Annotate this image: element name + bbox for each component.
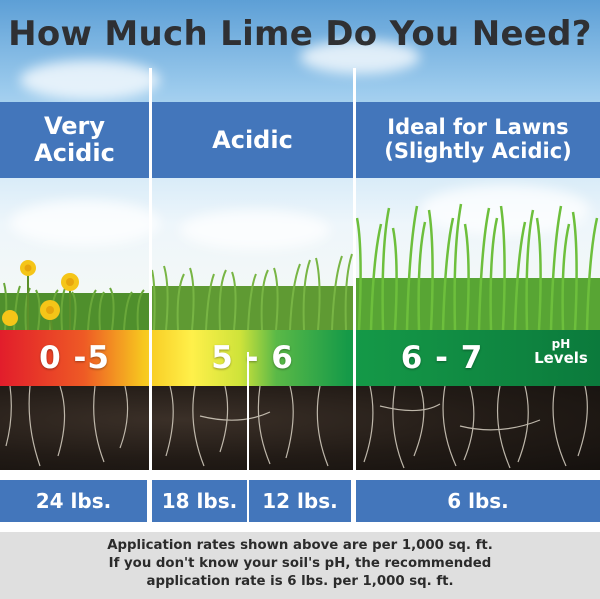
header-very-acidic: Very Acidic xyxy=(0,102,149,178)
rate-18-lbs: 18 lbs. xyxy=(152,480,247,522)
column-divider xyxy=(149,386,152,470)
ph-range-acidic: 5 - 6 xyxy=(211,340,294,376)
rate-24-lbs: 24 lbs. xyxy=(0,480,147,522)
rate-6-lbs: 6 lbs. xyxy=(356,480,600,522)
grass-blade-icon xyxy=(355,203,600,330)
grass-acidic xyxy=(150,178,355,330)
ph-gradient-band xyxy=(0,330,600,386)
sub-column-divider xyxy=(247,352,249,522)
ph-levels-label: pH Levels xyxy=(534,337,588,367)
header-ideal: Ideal for Lawns (Slightly Acidic) xyxy=(356,102,600,178)
ph-range-very-acidic: 0 -5 xyxy=(39,340,110,376)
grass-blade-icon xyxy=(0,260,150,330)
column-divider xyxy=(353,330,356,386)
column-divider xyxy=(353,68,356,522)
column-divider xyxy=(353,386,356,470)
grass-very-acidic xyxy=(0,178,150,330)
grass-ideal xyxy=(355,178,600,330)
footnote: Application rates shown above are per 1,… xyxy=(0,532,600,599)
soil-root-icon xyxy=(5,386,588,469)
soil-layer xyxy=(0,386,600,470)
column-divider xyxy=(149,330,152,386)
grass-blade-icon xyxy=(150,253,355,330)
ph-range-ideal: 6 - 7 xyxy=(400,340,484,376)
rate-12-lbs: 12 lbs. xyxy=(249,480,351,522)
page-title: How Much Lime Do You Need? xyxy=(8,14,592,54)
header-acidic: Acidic xyxy=(152,102,353,178)
column-divider xyxy=(149,68,152,522)
dandelion-flower-icon xyxy=(2,260,79,326)
